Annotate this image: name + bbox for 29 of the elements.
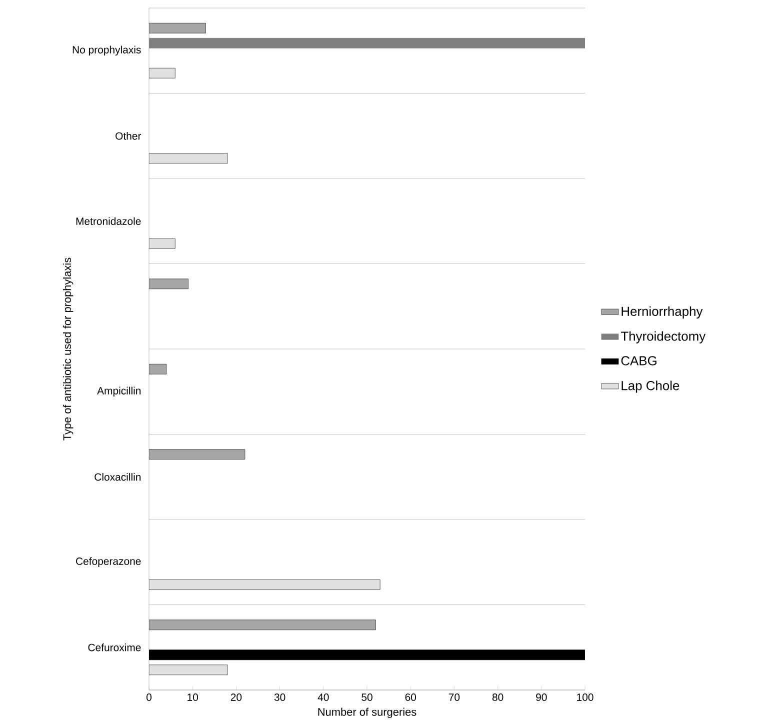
legend-label: Thyroidectomy bbox=[620, 331, 706, 344]
x-tick-label: 80 bbox=[492, 694, 504, 701]
bar bbox=[149, 579, 380, 590]
x-tick-label: 20 bbox=[230, 694, 242, 701]
y-tick-label: Cefoperazone bbox=[76, 557, 141, 567]
bar bbox=[149, 664, 228, 676]
x-tick-label: 70 bbox=[448, 694, 460, 701]
y-tick-label: Metronidazole bbox=[76, 217, 141, 225]
x-tick-label: 0 bbox=[146, 694, 152, 701]
bar bbox=[149, 153, 228, 164]
y-tick-label: Other bbox=[116, 132, 142, 140]
bar bbox=[149, 68, 176, 78]
x-axis-title: Number of surgeries bbox=[318, 708, 416, 718]
y-tick-label: Cefuroxime bbox=[88, 644, 141, 652]
x-tick-label: 30 bbox=[274, 694, 286, 701]
x-tick-label: 60 bbox=[405, 694, 416, 701]
x-tick-label: 50 bbox=[362, 694, 372, 701]
legend-label: Herniorrhaphy bbox=[622, 306, 703, 319]
legend-label: Lap Chole bbox=[622, 380, 680, 393]
y-axis-title: Type of antibiotic used for prophylaxis bbox=[62, 258, 74, 440]
bar bbox=[149, 238, 176, 249]
x-tick-label: 10 bbox=[188, 694, 198, 701]
x-tick-label: 90 bbox=[536, 694, 547, 701]
y-tick-label: Ampicillin bbox=[97, 386, 141, 397]
x-tick-label: 40 bbox=[318, 694, 329, 701]
y-tick-label: Cloxacillin bbox=[94, 473, 141, 481]
y-tick-label: No prophylaxis bbox=[72, 46, 141, 56]
legend-label: CABG bbox=[621, 356, 656, 366]
x-tick-label: 100 bbox=[577, 694, 594, 701]
